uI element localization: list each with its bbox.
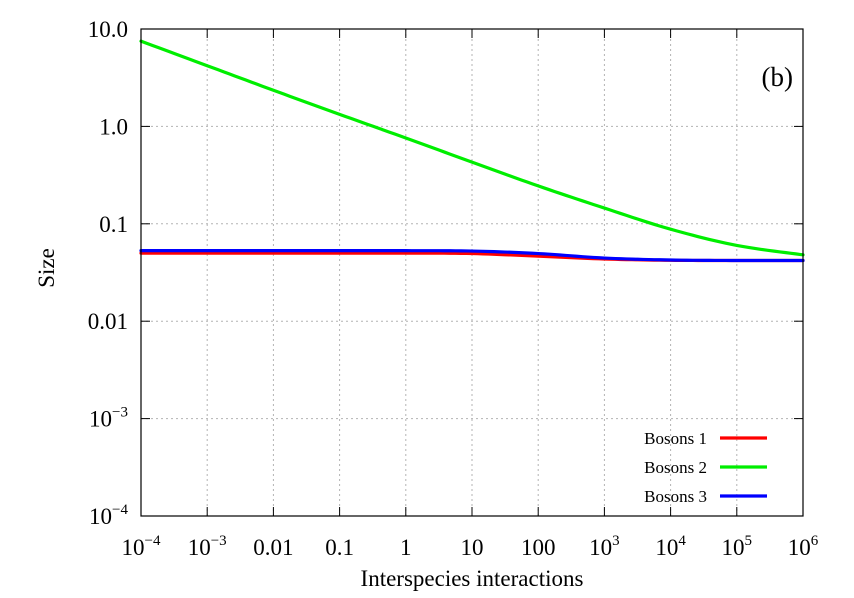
series-line-bosons-2 [139, 39, 805, 257]
x-tick-label: 0.1 [325, 535, 354, 560]
x-tick-label: 106 [788, 533, 819, 560]
x-tick-labels: 10−4 10−3 0.01 0.1 1 10 100 103 104 105 106 [122, 533, 819, 560]
series-layer [139, 39, 805, 263]
series-line-bosons-3 [139, 249, 805, 263]
x-tick-label: 100 [521, 535, 556, 560]
x-tick-label: 10 [461, 535, 484, 560]
x-tick-label: 103 [589, 533, 620, 560]
ticks-layer [140, 28, 804, 517]
panel-label: (b) [762, 62, 793, 92]
y-tick-labels: 10−4 10−3 0.01 0.1 1.0 10.0 [88, 17, 129, 529]
y-tick-label: 10−4 [89, 502, 128, 529]
x-tick-label: 0.01 [253, 535, 293, 560]
y-tick-label: 10−3 [89, 405, 128, 432]
x-tick-label: 1 [400, 535, 412, 560]
y-tick-label: 10.0 [88, 17, 128, 42]
x-tick-label: 10−3 [188, 533, 227, 560]
legend-label-bosons-2: Bosons 2 [644, 458, 707, 477]
grid-lines [141, 29, 803, 516]
x-tick-label: 105 [722, 533, 753, 560]
x-axis-label: Interspecies interactions [361, 566, 584, 591]
y-tick-label: 0.01 [88, 309, 128, 334]
y-axis-label: Size [34, 248, 59, 288]
legend: Bosons 1 Bosons 2 Bosons 3 [644, 429, 767, 506]
y-tick-label: 0.1 [99, 212, 128, 237]
legend-label-bosons-3: Bosons 3 [644, 487, 707, 506]
legend-label-bosons-1: Bosons 1 [644, 429, 707, 448]
y-tick-label: 1.0 [99, 114, 128, 139]
x-tick-label: 10−4 [122, 533, 161, 560]
x-tick-label: 104 [655, 533, 686, 560]
